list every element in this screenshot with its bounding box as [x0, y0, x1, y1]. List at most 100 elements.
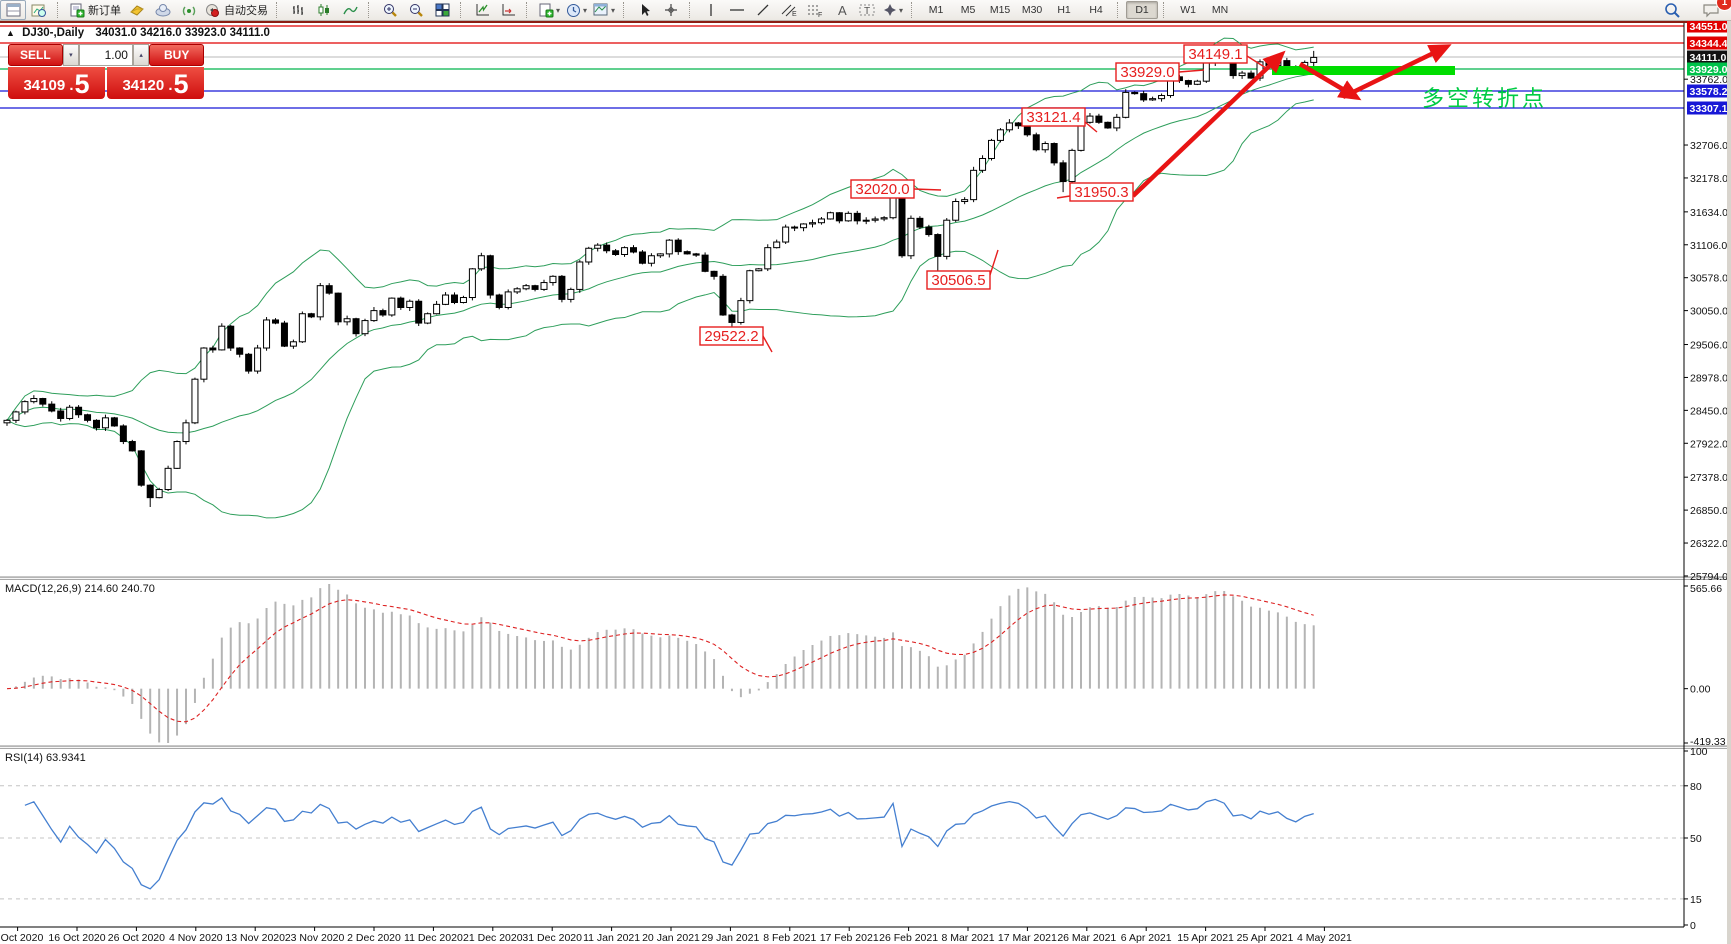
price-callout-32020.0[interactable]: 32020.0	[850, 179, 942, 199]
buy-button[interactable]: BUY	[149, 44, 205, 66]
candle-body	[433, 303, 441, 315]
tf-mn[interactable]: MN	[1211, 4, 1229, 16]
candle-body	[1086, 115, 1094, 123]
metaeditor-icon[interactable]	[124, 0, 150, 20]
tf-h4[interactable]: H4	[1089, 4, 1103, 16]
candle-body	[612, 250, 620, 256]
channel-tool[interactable]: E	[776, 0, 802, 20]
candle-body	[155, 489, 163, 499]
candle-body	[952, 201, 960, 221]
trend-arrow-3[interactable]	[1342, 44, 1452, 100]
price-callout-30506.5[interactable]: 30506.5	[926, 249, 999, 290]
candle-body	[75, 406, 83, 416]
terminal-icon[interactable]	[150, 0, 176, 20]
tile-windows-icon[interactable]	[429, 0, 455, 20]
volume-decrease-button[interactable]: ▾	[62, 44, 80, 66]
candle-body	[1005, 122, 1013, 131]
candle-body	[254, 347, 262, 372]
rsi-pane[interactable]	[0, 785, 1684, 900]
tf-m5[interactable]: M5	[960, 4, 976, 16]
svg-text:30578.0: 30578.0	[1690, 273, 1728, 285]
crosshair-tool[interactable]	[658, 0, 684, 20]
price-callout-33929.0[interactable]: 33929.0	[1115, 62, 1205, 82]
candle-body	[164, 467, 172, 491]
timeframe-menu-button[interactable]: ▾	[563, 0, 590, 20]
horizontal-line-tool[interactable]	[724, 0, 750, 20]
indicators-icon[interactable]	[469, 0, 495, 20]
search-icon[interactable]	[1659, 0, 1685, 20]
market-watch-icon[interactable]	[0, 0, 26, 20]
volume-increase-button[interactable]: ▴	[132, 44, 150, 66]
tf-m1[interactable]: M1	[928, 4, 944, 16]
macd-pane[interactable]	[6, 584, 1315, 743]
trend-arrow-2[interactable]	[1298, 62, 1362, 101]
svg-text:33762.0: 33762.0	[1690, 74, 1728, 86]
line-chart-icon[interactable]	[337, 0, 363, 20]
date-tick: 31 Dec 2020	[522, 932, 582, 944]
candle-body	[84, 414, 92, 421]
text-label-tool[interactable]: T	[854, 0, 880, 20]
candle-body	[638, 251, 646, 264]
tf-m30[interactable]: M30	[1021, 4, 1043, 16]
svg-text:30050.0: 30050.0	[1690, 306, 1728, 318]
new-order-button[interactable]: 新订单	[66, 0, 124, 20]
support-highlight-bar[interactable]	[1272, 66, 1455, 75]
tf-w1[interactable]: W1	[1180, 4, 1196, 16]
volume-input[interactable]: 1.00	[79, 44, 133, 66]
add-indicator-button[interactable]: ▾	[535, 0, 563, 20]
date-tick: 2 Dec 2020	[347, 932, 401, 944]
data-window-icon[interactable]	[26, 0, 52, 20]
candle-body	[862, 219, 870, 222]
date-tick: 17 Mar 2021	[998, 932, 1057, 944]
date-tick: 16 Oct 2020	[48, 932, 105, 944]
one-click-collapse-toggle[interactable]: ▲	[6, 28, 15, 38]
signals-icon[interactable]	[176, 0, 202, 20]
price-callout-33121.4[interactable]: 33121.4	[1021, 107, 1098, 133]
vertical-line-tool[interactable]	[698, 0, 724, 20]
sell-button[interactable]: SELL	[8, 44, 63, 66]
cn-annotation[interactable]: 多空转折点	[1422, 86, 1547, 111]
candle-body	[110, 417, 118, 427]
svg-text:100: 100	[1690, 746, 1708, 758]
objects-list-icon[interactable]	[495, 0, 521, 20]
price-callout-34149.1[interactable]: 34149.1	[1183, 44, 1267, 69]
price-callout-29522.2[interactable]: 29522.2	[699, 326, 773, 353]
zoom-in-icon[interactable]	[377, 0, 403, 20]
bar-chart-icon[interactable]	[285, 0, 311, 20]
tf-h1[interactable]: H1	[1057, 4, 1071, 16]
candle-body	[361, 320, 369, 335]
text-tool[interactable]: A	[828, 0, 854, 20]
fibonacci-tool[interactable]: F	[802, 0, 828, 20]
sell-price-panel[interactable]: 34109 . 5	[8, 67, 105, 99]
template-button[interactable]: ▾	[590, 0, 618, 20]
notifications-icon[interactable]: 1	[1699, 0, 1731, 20]
candlestick-icon[interactable]	[311, 0, 337, 20]
candle-body	[477, 255, 485, 270]
buy-price-panel[interactable]: 34120 . 5	[107, 67, 204, 99]
main-chart-pane[interactable]: 34149.1 33929.0 33121.4 32020.0 31950.3 30506…	[0, 25, 1684, 519]
tf-m15[interactable]: M15	[989, 4, 1011, 16]
autotrading-button[interactable]: 自动交易	[202, 0, 271, 20]
candle-body	[227, 325, 235, 349]
cursor-tool[interactable]	[632, 0, 658, 20]
zoom-out-icon[interactable]	[403, 0, 429, 20]
arrows-tool[interactable]: ▾	[880, 0, 906, 20]
candle-body	[996, 129, 1004, 141]
candle-body	[1095, 115, 1103, 123]
svg-text:31634.0: 31634.0	[1690, 207, 1728, 219]
candle-body	[692, 253, 700, 256]
candle-body	[943, 219, 951, 257]
svg-text:50: 50	[1690, 833, 1702, 845]
candle-body	[379, 310, 387, 316]
candle-body	[1050, 143, 1058, 164]
price-callout-31950.3[interactable]: 31950.3	[1056, 182, 1134, 202]
candle-body	[979, 157, 987, 171]
bollinger-middle	[6, 73, 1314, 434]
svg-text:33121.4: 33121.4	[1026, 109, 1080, 126]
trendline-tool[interactable]	[750, 0, 776, 20]
price-axis[interactable]: 33762.0 32706.0 32178.0 31634.0 31106.0 30578…	[0, 19, 1731, 933]
trend-arrow-1[interactable]	[1131, 50, 1286, 198]
tf-d1-active[interactable]: D1	[1126, 1, 1159, 19]
